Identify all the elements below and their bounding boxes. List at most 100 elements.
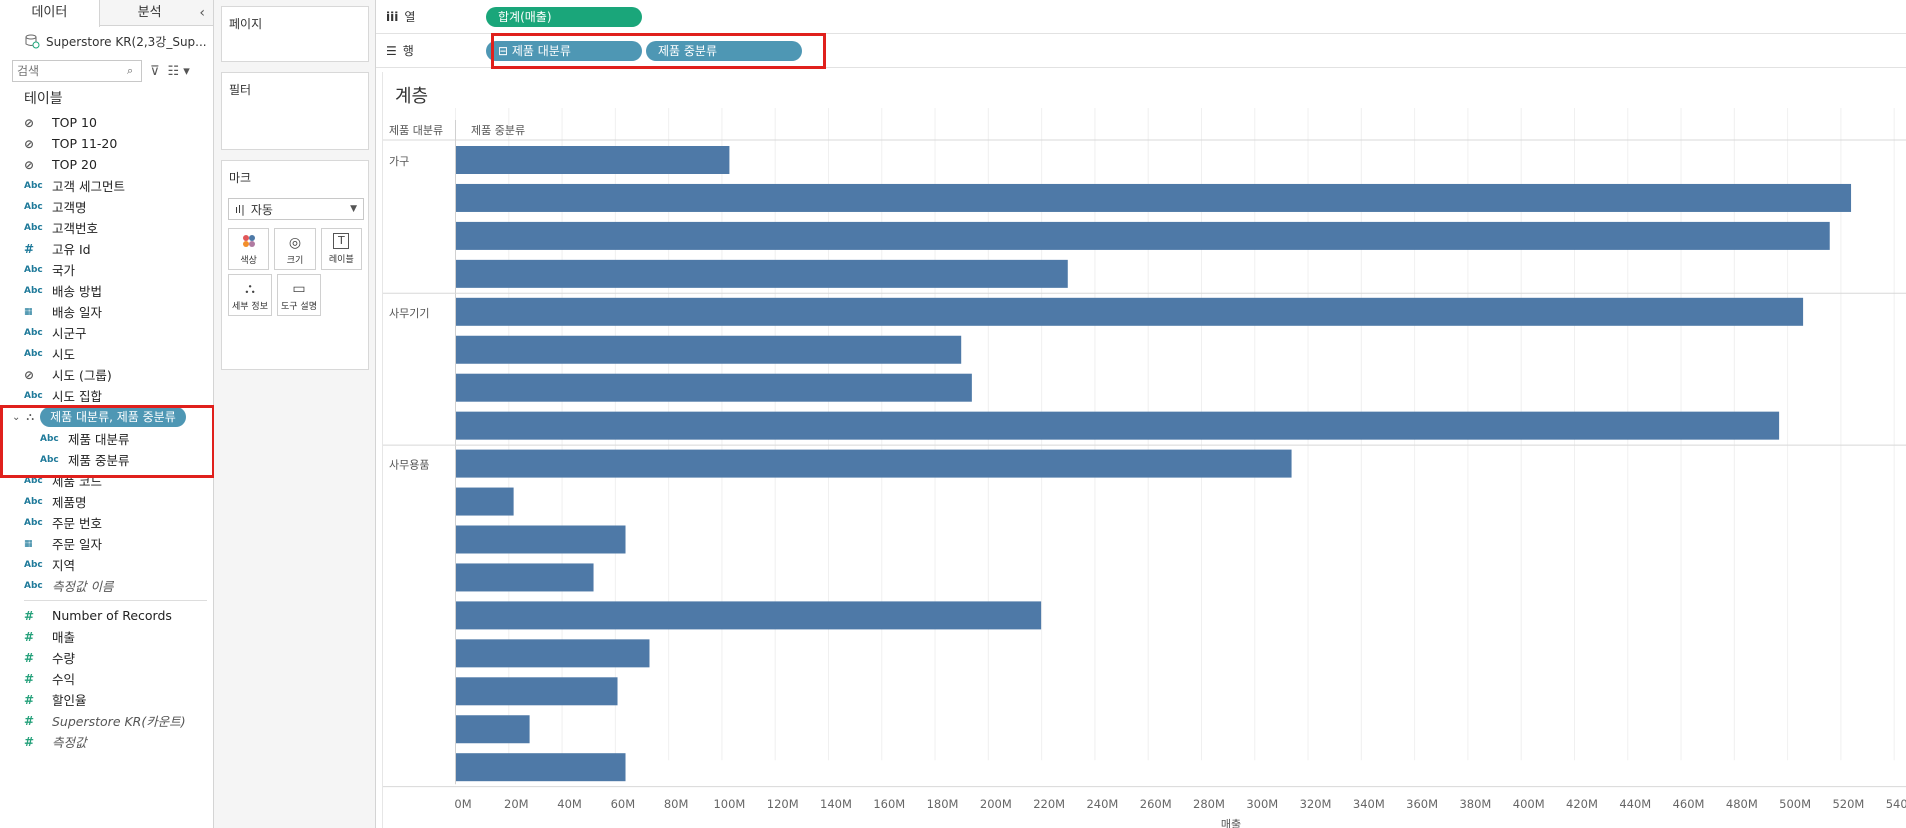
tab-analysis[interactable]: 분석 [137, 5, 162, 20]
hierarchy-icon: ⛬ [26, 410, 35, 423]
field-name: TOP 11-20 [52, 136, 118, 151]
field-item[interactable]: ⊘ TOP 10 [0, 112, 213, 133]
field-item[interactable]: ⊘ TOP 20 [0, 154, 213, 175]
field-item[interactable]: ▦ 배송 일자 [0, 301, 213, 322]
color-icon [241, 233, 257, 253]
measure-item[interactable]: # Superstore KR(카운트) [0, 710, 213, 731]
field-item[interactable]: Abc 지역 [0, 554, 213, 575]
marks-type-value: 자동 [250, 202, 273, 217]
x-tick-label: 520M [1832, 797, 1864, 811]
bar [456, 297, 1804, 326]
x-tick-label: 320M [1300, 797, 1332, 811]
field-item[interactable]: Abc 시도 [0, 343, 213, 364]
label-button[interactable]: T 레이블 [320, 228, 362, 270]
bar [456, 563, 594, 592]
x-tick-label: 300M [1246, 797, 1278, 811]
field-item[interactable]: Abc 제품명 [0, 491, 213, 512]
bar [456, 221, 1830, 250]
measure-item[interactable]: # 측정값 [0, 731, 213, 752]
x-tick-label: 100M [713, 797, 745, 811]
collapse-pane-button[interactable]: ‹ [199, 5, 205, 21]
expand-chevron-icon[interactable]: ⌄ [12, 411, 21, 423]
marks-type-select[interactable]: ıl| 자동 ▼ [228, 198, 364, 220]
columns-shelf[interactable]: iii 열 합계(매출) [376, 0, 1906, 34]
filter-icon[interactable]: ⊽ [150, 63, 160, 79]
category-label: 사무용품 [389, 459, 429, 472]
field-name: 지역 [52, 558, 76, 573]
field-name: 국가 [52, 263, 76, 278]
field-item[interactable]: Abc 측정값 이름 [0, 575, 213, 596]
number-icon: # [24, 629, 35, 644]
view-options-icon[interactable]: ☷ ▾ [167, 63, 190, 79]
field-list-after: Abc 제품 코드 Abc 제품명 Abc 주문 번호 ▦ 주문 일자 Abc 지역 Abc 측정값 … [0, 470, 213, 596]
link-icon: ⊘ [24, 367, 35, 382]
subcategory-pill[interactable]: 제품 중분류 [646, 40, 802, 61]
field-item[interactable]: Abc 주문 번호 [0, 512, 213, 533]
color-button[interactable]: 색상 [228, 228, 270, 270]
field-item[interactable]: Abc 시군구 [0, 322, 213, 343]
field-name: 고객번호 [52, 221, 99, 236]
x-tick-label: 540M [1886, 797, 1906, 811]
category-pill[interactable]: ⊟ 제품 대분류 [486, 40, 642, 61]
field-item[interactable]: Abc 배송 방법 [0, 280, 213, 301]
sum-sales-pill[interactable]: 합계(매출) [486, 6, 642, 27]
detail-button[interactable]: ⛬ 세부 정보 [228, 274, 272, 316]
category-label: 가구 [389, 155, 409, 168]
string-icon: Abc [40, 433, 59, 444]
rows-shelf[interactable]: ☰ 행 ⊟ 제품 대분류 제품 중분류 [376, 34, 1906, 68]
number-icon: # [24, 608, 35, 623]
field-item[interactable]: Abc 고객 세그먼트 [0, 175, 213, 196]
pages-card[interactable]: 페이지 [221, 6, 369, 62]
field-item[interactable]: # 고유 Id [0, 238, 213, 259]
bar [456, 373, 972, 402]
string-icon: Abc [24, 327, 43, 338]
pages-title: 페이지 [229, 17, 263, 31]
hierarchy-child-item[interactable]: Abc 제품 중분류 [0, 449, 213, 470]
hierarchy-child-item[interactable]: Abc 제품 대분류 [0, 428, 213, 449]
tooltip-button[interactable]: ▭ 도구 설명 [277, 274, 321, 316]
field-item[interactable]: ▦ 주문 일자 [0, 533, 213, 554]
measure-item[interactable]: # 매출 [0, 626, 213, 647]
field-item[interactable]: ⊘ TOP 11-20 [0, 133, 213, 154]
x-tick-label: 480M [1726, 797, 1758, 811]
field-name: 측정값 [52, 735, 87, 750]
measure-item[interactable]: # 수량 [0, 647, 213, 668]
tab-data[interactable]: 데이터 [0, 0, 100, 27]
x-tick-label: 140M [820, 797, 852, 811]
rows-shelf-label: ☰ 행 [386, 44, 414, 58]
bar-chart-icon: ıl| [235, 202, 245, 216]
field-item[interactable]: Abc 고객명 [0, 196, 213, 217]
columns-icon: iii [386, 10, 399, 24]
measure-item[interactable]: # 수익 [0, 668, 213, 689]
field-name: Superstore KR(카운트) [52, 714, 186, 729]
field-item[interactable]: Abc 고객번호 [0, 217, 213, 238]
x-tick-label: 360M [1406, 797, 1438, 811]
string-icon: Abc [24, 201, 43, 212]
link-icon: ⊘ [24, 157, 35, 172]
string-icon: Abc [24, 285, 43, 296]
field-item[interactable]: ⊘ 시도 (그룹) [0, 364, 213, 385]
filters-card[interactable]: 필터 [221, 72, 369, 150]
field-item[interactable]: Abc 국가 [0, 259, 213, 280]
hierarchy-pill[interactable]: 제품 대분류, 제품 중분류 [40, 407, 186, 427]
size-button[interactable]: ◎ 크기 [274, 228, 316, 270]
hierarchy-row[interactable]: ⌄ ⛬ 제품 대분류, 제품 중분류 [0, 406, 213, 428]
x-tick-label: 80M [664, 797, 689, 811]
search-input[interactable] [17, 64, 127, 78]
string-icon: Abc [24, 475, 43, 486]
field-item[interactable]: Abc 시도 집합 [0, 385, 213, 406]
detail-label: 세부 정보 [232, 301, 268, 312]
measure-item[interactable]: # Number of Records [0, 605, 213, 626]
x-axis-label: 매출 [1221, 818, 1241, 828]
datasource-item[interactable]: Superstore KR(2,3강_Sup... [0, 26, 213, 56]
tooltip-icon: ▭ [292, 280, 306, 297]
bar [456, 639, 650, 668]
number-icon: # [24, 734, 35, 749]
field-name: TOP 20 [52, 157, 97, 172]
string-icon: Abc [40, 454, 59, 465]
x-tick-label: 0M [454, 797, 471, 811]
measure-item[interactable]: # 할인율 [0, 689, 213, 710]
bar [456, 183, 1852, 212]
field-name: 시도 집합 [52, 389, 102, 404]
